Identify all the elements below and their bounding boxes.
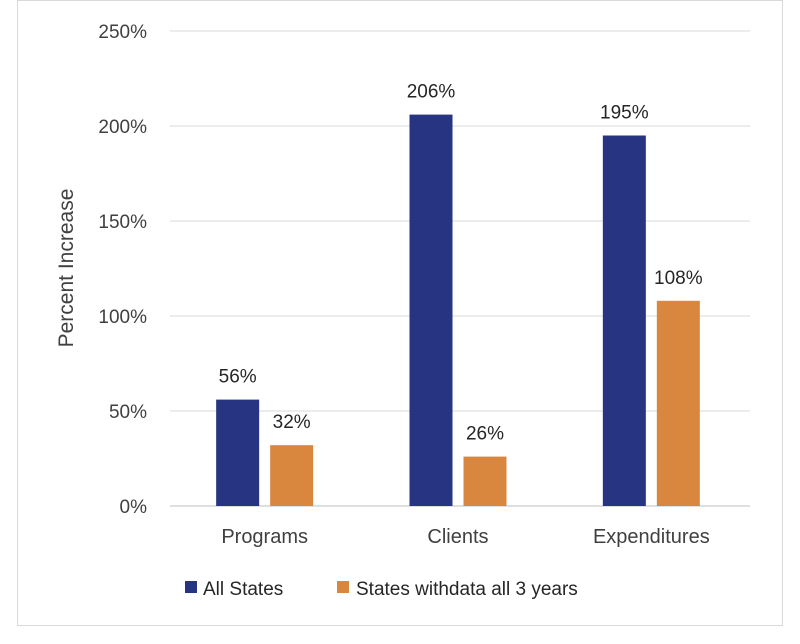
- chart-frame: [17, 0, 783, 626]
- gridlines: [170, 30, 750, 507]
- bar: [270, 445, 314, 506]
- bars: [216, 114, 700, 506]
- x-category-label: Expenditures: [593, 526, 710, 548]
- data-label: 26%: [466, 424, 504, 445]
- bar: [602, 135, 646, 506]
- y-tick-label: 150%: [98, 212, 147, 233]
- bar: [409, 114, 453, 506]
- legend-label: All States: [203, 579, 283, 600]
- y-tick-label: 0%: [120, 497, 148, 518]
- y-axis-ticks: 0% 50% 100% 150% 200% 250%: [98, 22, 147, 518]
- y-tick-label: 100%: [98, 307, 147, 328]
- legend-swatch: [185, 581, 197, 593]
- bar: [463, 456, 507, 506]
- bar: [216, 399, 260, 506]
- legend-swatch: [337, 581, 349, 593]
- x-axis-categories: Programs Clients Expenditures: [221, 526, 709, 548]
- data-label: 32%: [273, 412, 311, 433]
- y-tick-label: 50%: [109, 402, 147, 423]
- legend-label: States withdata all 3 years: [356, 579, 578, 600]
- data-label: 108%: [654, 268, 703, 289]
- data-labels: 56% 32% 206% 26% 195% 108%: [219, 82, 703, 445]
- data-label: 195%: [600, 103, 649, 124]
- y-axis-label: Percent Increase: [55, 189, 78, 348]
- x-category-label: Programs: [221, 526, 308, 548]
- data-label: 206%: [407, 82, 456, 103]
- x-category-label: Clients: [427, 526, 488, 548]
- data-label: 56%: [219, 367, 257, 388]
- legend: All States States withdata all 3 years: [185, 579, 578, 600]
- bar: [656, 300, 700, 506]
- y-tick-label: 250%: [98, 22, 147, 43]
- y-tick-label: 200%: [98, 117, 147, 138]
